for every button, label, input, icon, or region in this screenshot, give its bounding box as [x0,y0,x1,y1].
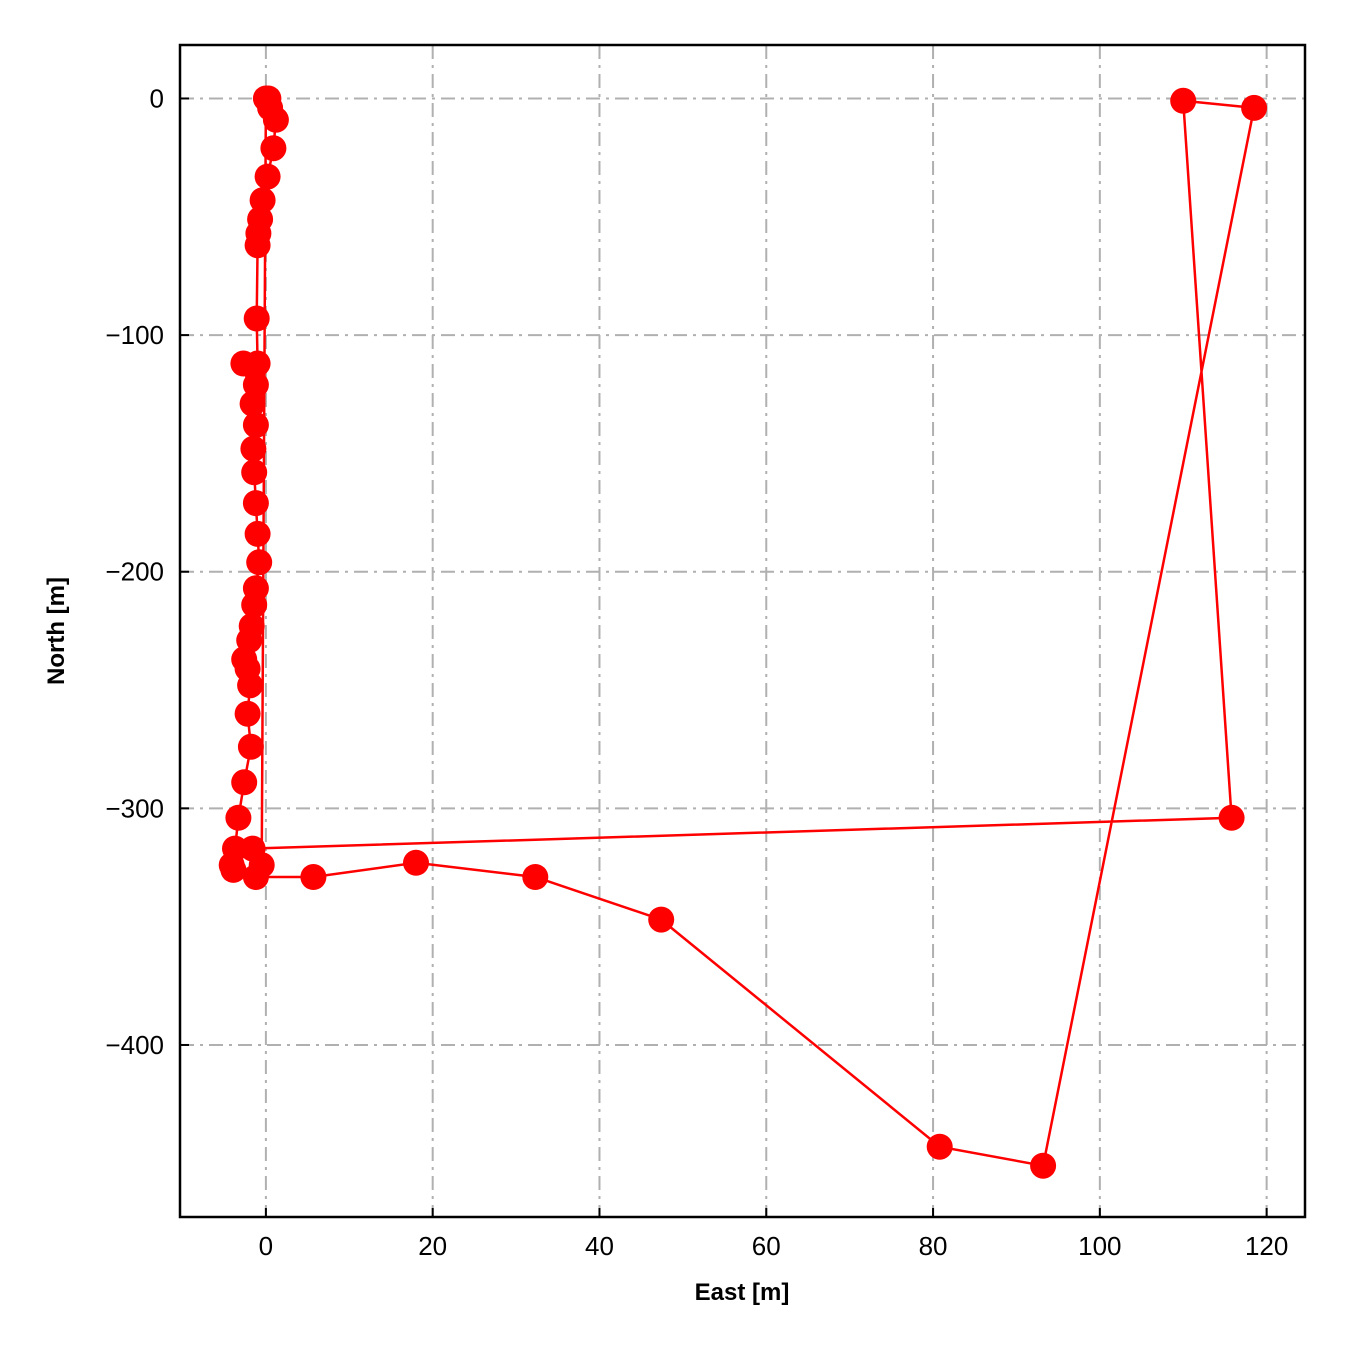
plot-frame [178,43,1307,1219]
data-point [254,163,281,190]
data-point [262,106,289,133]
grid [180,45,1305,1217]
x-tick-label: 20 [418,1231,447,1261]
data-point [246,549,273,576]
data-point [244,232,271,259]
data-point [648,906,675,933]
x-tick-label: 80 [919,1231,948,1261]
data-point [220,856,247,883]
x-tick-label: 120 [1245,1231,1288,1261]
data-point [237,733,264,760]
y-tick-label: −100 [105,320,164,350]
x-tick-label: 60 [752,1231,781,1261]
y-tick-label: 0 [150,83,164,113]
data-point [244,520,271,547]
data-point [248,852,275,879]
data-point [260,135,287,162]
axis-ticks: 0 20 40 60 80 100 120 0 −100 −200 −300 −400 [105,83,1288,1261]
data-point [225,804,252,831]
data-point [237,672,264,699]
data-point [240,435,267,462]
data-point [300,864,327,890]
y-tick-label: −400 [105,1030,164,1060]
data-point [239,390,266,417]
data-point [522,864,549,890]
data-point [242,490,269,517]
data-point [241,459,268,486]
data-point [234,700,261,727]
data-point [1030,1152,1057,1179]
data-point [241,591,268,618]
data-point [1241,94,1268,121]
x-tick-label: 0 [259,1231,273,1261]
data-point [230,350,257,377]
y-tick-label: −300 [105,793,164,823]
data-point [243,305,270,332]
x-tick-label: 100 [1078,1231,1121,1261]
data-point [1218,804,1245,831]
data-point [231,769,258,796]
data-point [252,85,279,112]
series-points [218,85,1268,1179]
x-tick-label: 40 [585,1231,614,1261]
x-axis-label: East [m] [695,1279,790,1306]
data-point [249,187,276,214]
data-point [242,412,269,438]
y-tick-label: −200 [105,557,164,587]
y-axis-label: North [m] [43,577,70,685]
data-point [1170,87,1197,114]
data-point [403,849,429,876]
data-point [926,1133,953,1160]
